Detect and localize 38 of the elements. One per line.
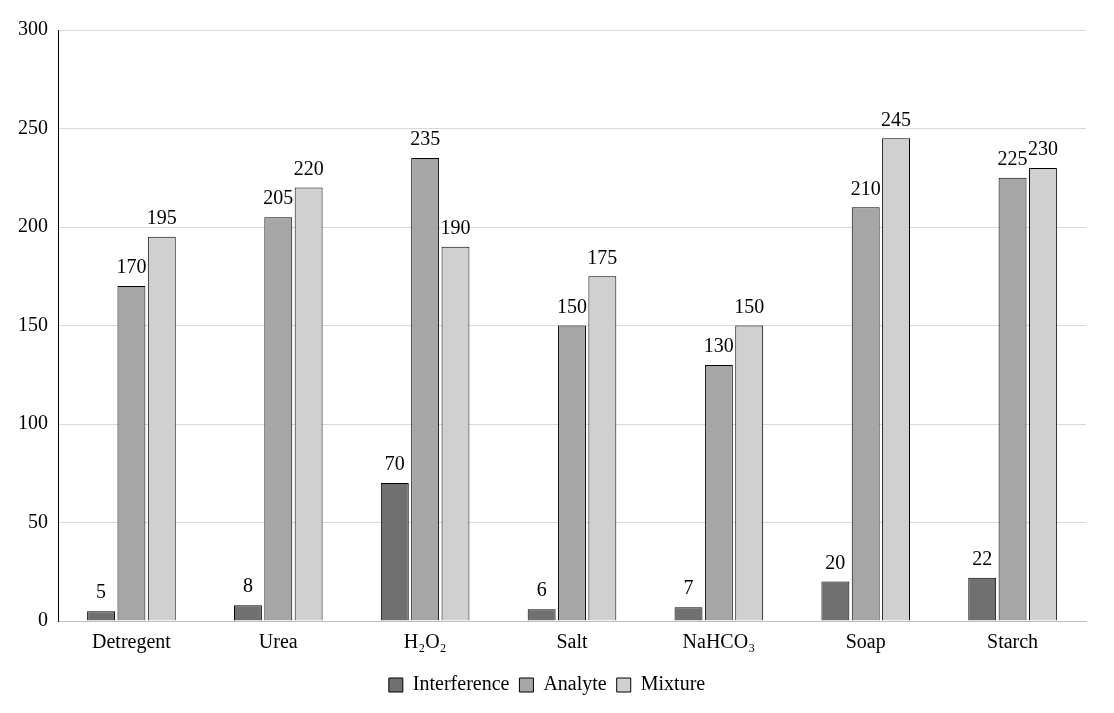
y-tick-label: 150 [18,312,48,335]
data-label: 225 [997,147,1028,169]
y-tick-label: 50 [28,509,48,532]
x-tick-label: Soap [845,630,886,654]
data-label: 8 [242,574,253,597]
data-label: 70 [384,452,405,475]
data-label: 6 [536,578,547,601]
data-label: 190 [440,215,471,238]
x-tick-label: Urea [258,630,298,653]
x-tick-label: NaHCO₃ [682,630,756,653]
data-label: 20 [825,550,846,573]
data-label: 210 [850,176,881,199]
data-label: 230 [1027,137,1058,160]
data-label: 170 [116,255,147,278]
data-label: 235 [410,127,441,150]
data-label: 245 [881,107,912,130]
legend-label: Interference [412,672,510,695]
data-label: 7 [683,576,694,599]
data-label: 5 [96,580,107,603]
data-label: 175 [587,245,618,268]
legend-label: Analyte [543,672,607,696]
data-label: 205 [263,186,294,209]
data-label: 195 [146,206,177,229]
x-tick-label: H₂O₂ [403,630,447,653]
y-tick-label: 300 [18,17,48,40]
y-tick-label: 0 [38,608,48,631]
y-tick-label: 250 [18,115,48,138]
data-label: 130 [703,334,734,357]
legend-label: Mixture [640,672,706,695]
data-label: 150 [557,294,587,317]
x-tick-label: Detregent [92,630,172,654]
data-label: 150 [734,294,765,317]
x-tick-label: Salt [556,630,588,653]
data-label: 220 [293,156,324,179]
data-label: 22 [972,546,993,569]
y-tick-label: 200 [18,214,48,237]
y-tick-label: 100 [18,411,48,434]
x-tick-label: Starch [987,630,1039,653]
